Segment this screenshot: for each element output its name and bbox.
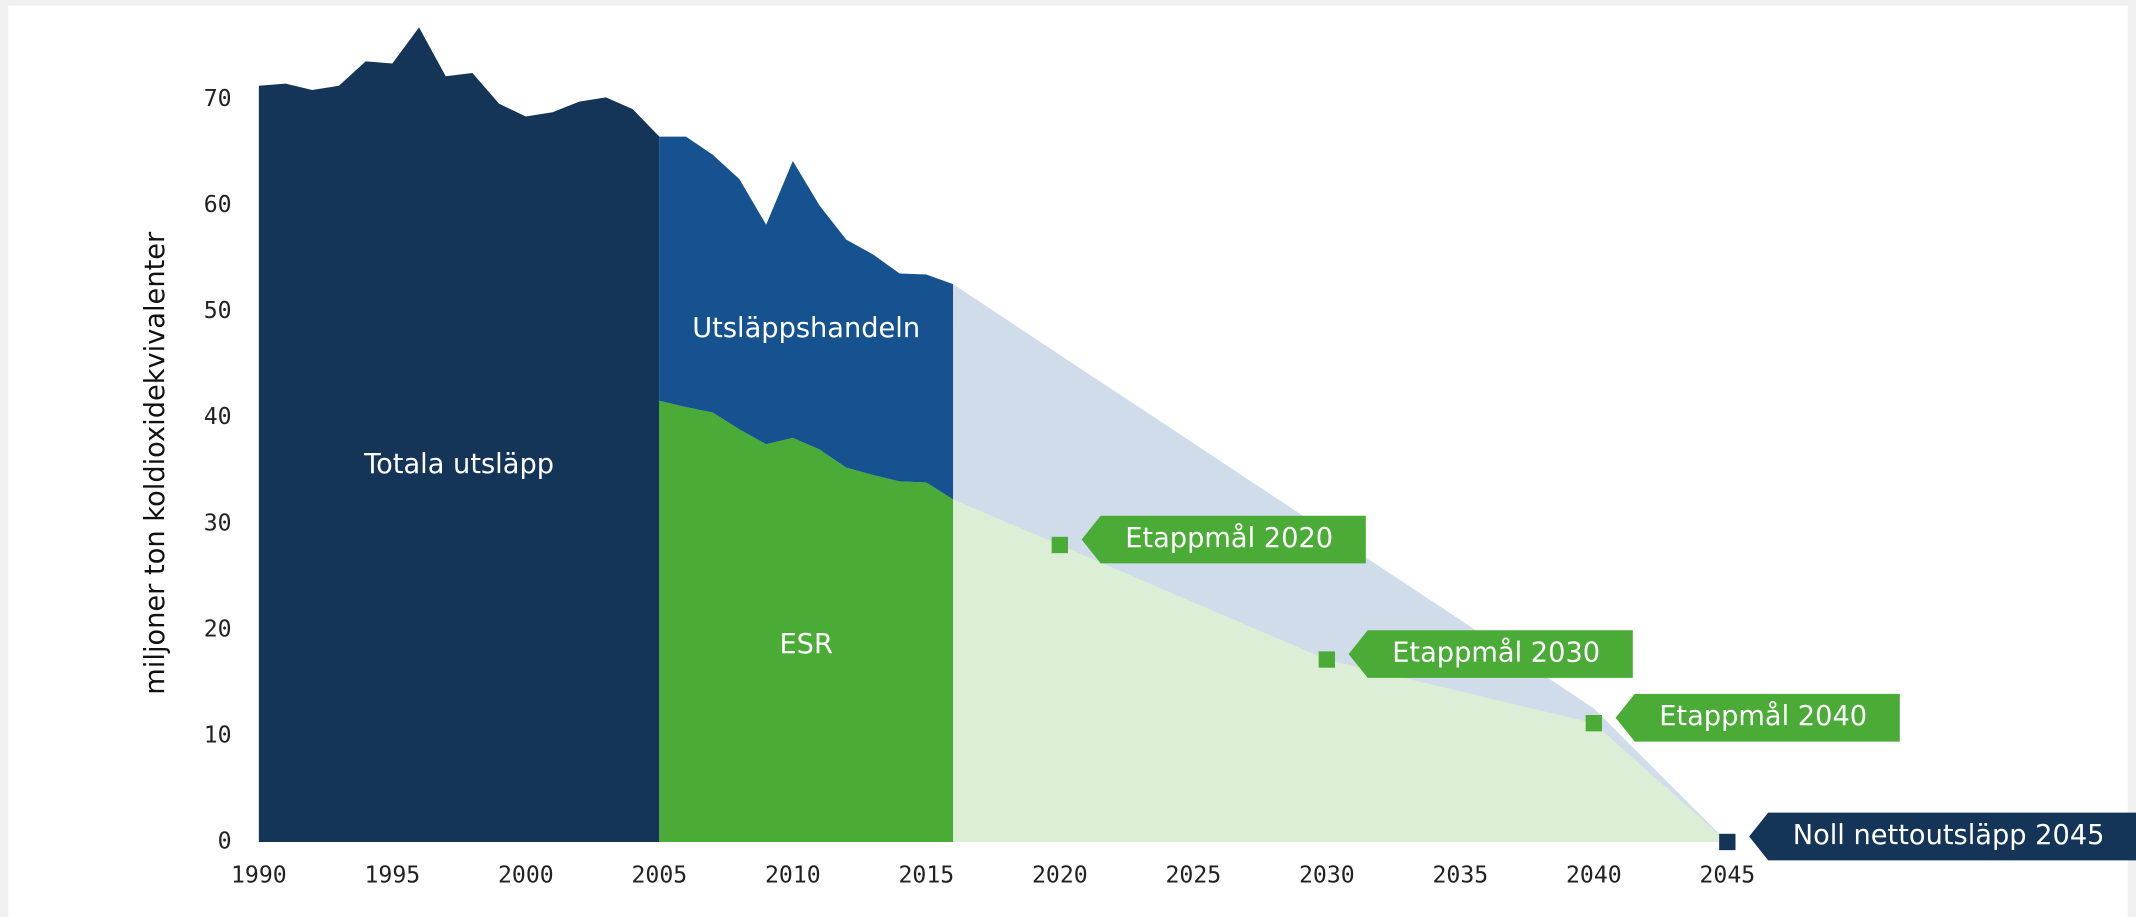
y-tick-label: 30 — [204, 510, 232, 536]
x-tick-label: 2025 — [1165, 863, 1221, 889]
target-callout — [1615, 693, 1900, 742]
area — [953, 499, 1728, 842]
target-marker — [1585, 715, 1602, 732]
area-label: ESR — [779, 629, 832, 660]
y-tick-label: 40 — [204, 404, 232, 430]
target-callout — [1348, 630, 1633, 678]
x-tick-label: 2005 — [631, 863, 687, 889]
area — [659, 136, 954, 500]
target-marker — [1051, 536, 1068, 554]
target-label: Noll nettoutsläpp 2045 — [1793, 820, 2105, 851]
x-tick-label: 1995 — [364, 863, 420, 889]
area — [258, 27, 660, 842]
x-tick-label: 2030 — [1299, 863, 1355, 889]
area-label: Utsläppshandeln — [692, 313, 920, 344]
x-tick-label: 2040 — [1566, 863, 1622, 889]
target-marker — [1318, 651, 1335, 668]
y-tick-label: 50 — [204, 298, 232, 324]
target-label: Etappmål 2030 — [1392, 638, 1600, 669]
target-callout — [1081, 515, 1366, 564]
x-tick-label: 2010 — [765, 863, 821, 889]
y-tick-label: 20 — [204, 616, 232, 642]
y-axis-label: miljoner ton koldioxidekvivalenter — [140, 231, 171, 695]
target-callout — [1749, 812, 2136, 861]
target-marker — [1719, 833, 1736, 851]
x-tick-label: 2045 — [1699, 863, 1755, 889]
target-label: Etappmål 2040 — [1659, 701, 1867, 732]
area — [659, 400, 954, 842]
x-tick-label: 2000 — [498, 863, 554, 889]
area-label: Totala utsläpp — [363, 449, 554, 480]
x-tick-label: 2035 — [1432, 863, 1488, 889]
y-tick-label: 70 — [204, 86, 232, 112]
y-tick-label: 60 — [204, 192, 232, 218]
y-tick-label: 10 — [204, 722, 232, 748]
x-tick-label: 2020 — [1032, 863, 1088, 889]
x-tick-label: 1990 — [231, 863, 287, 889]
x-tick-label: 2015 — [898, 863, 954, 889]
target-label: Etappmål 2020 — [1125, 523, 1333, 554]
y-tick-label: 0 — [218, 828, 232, 854]
